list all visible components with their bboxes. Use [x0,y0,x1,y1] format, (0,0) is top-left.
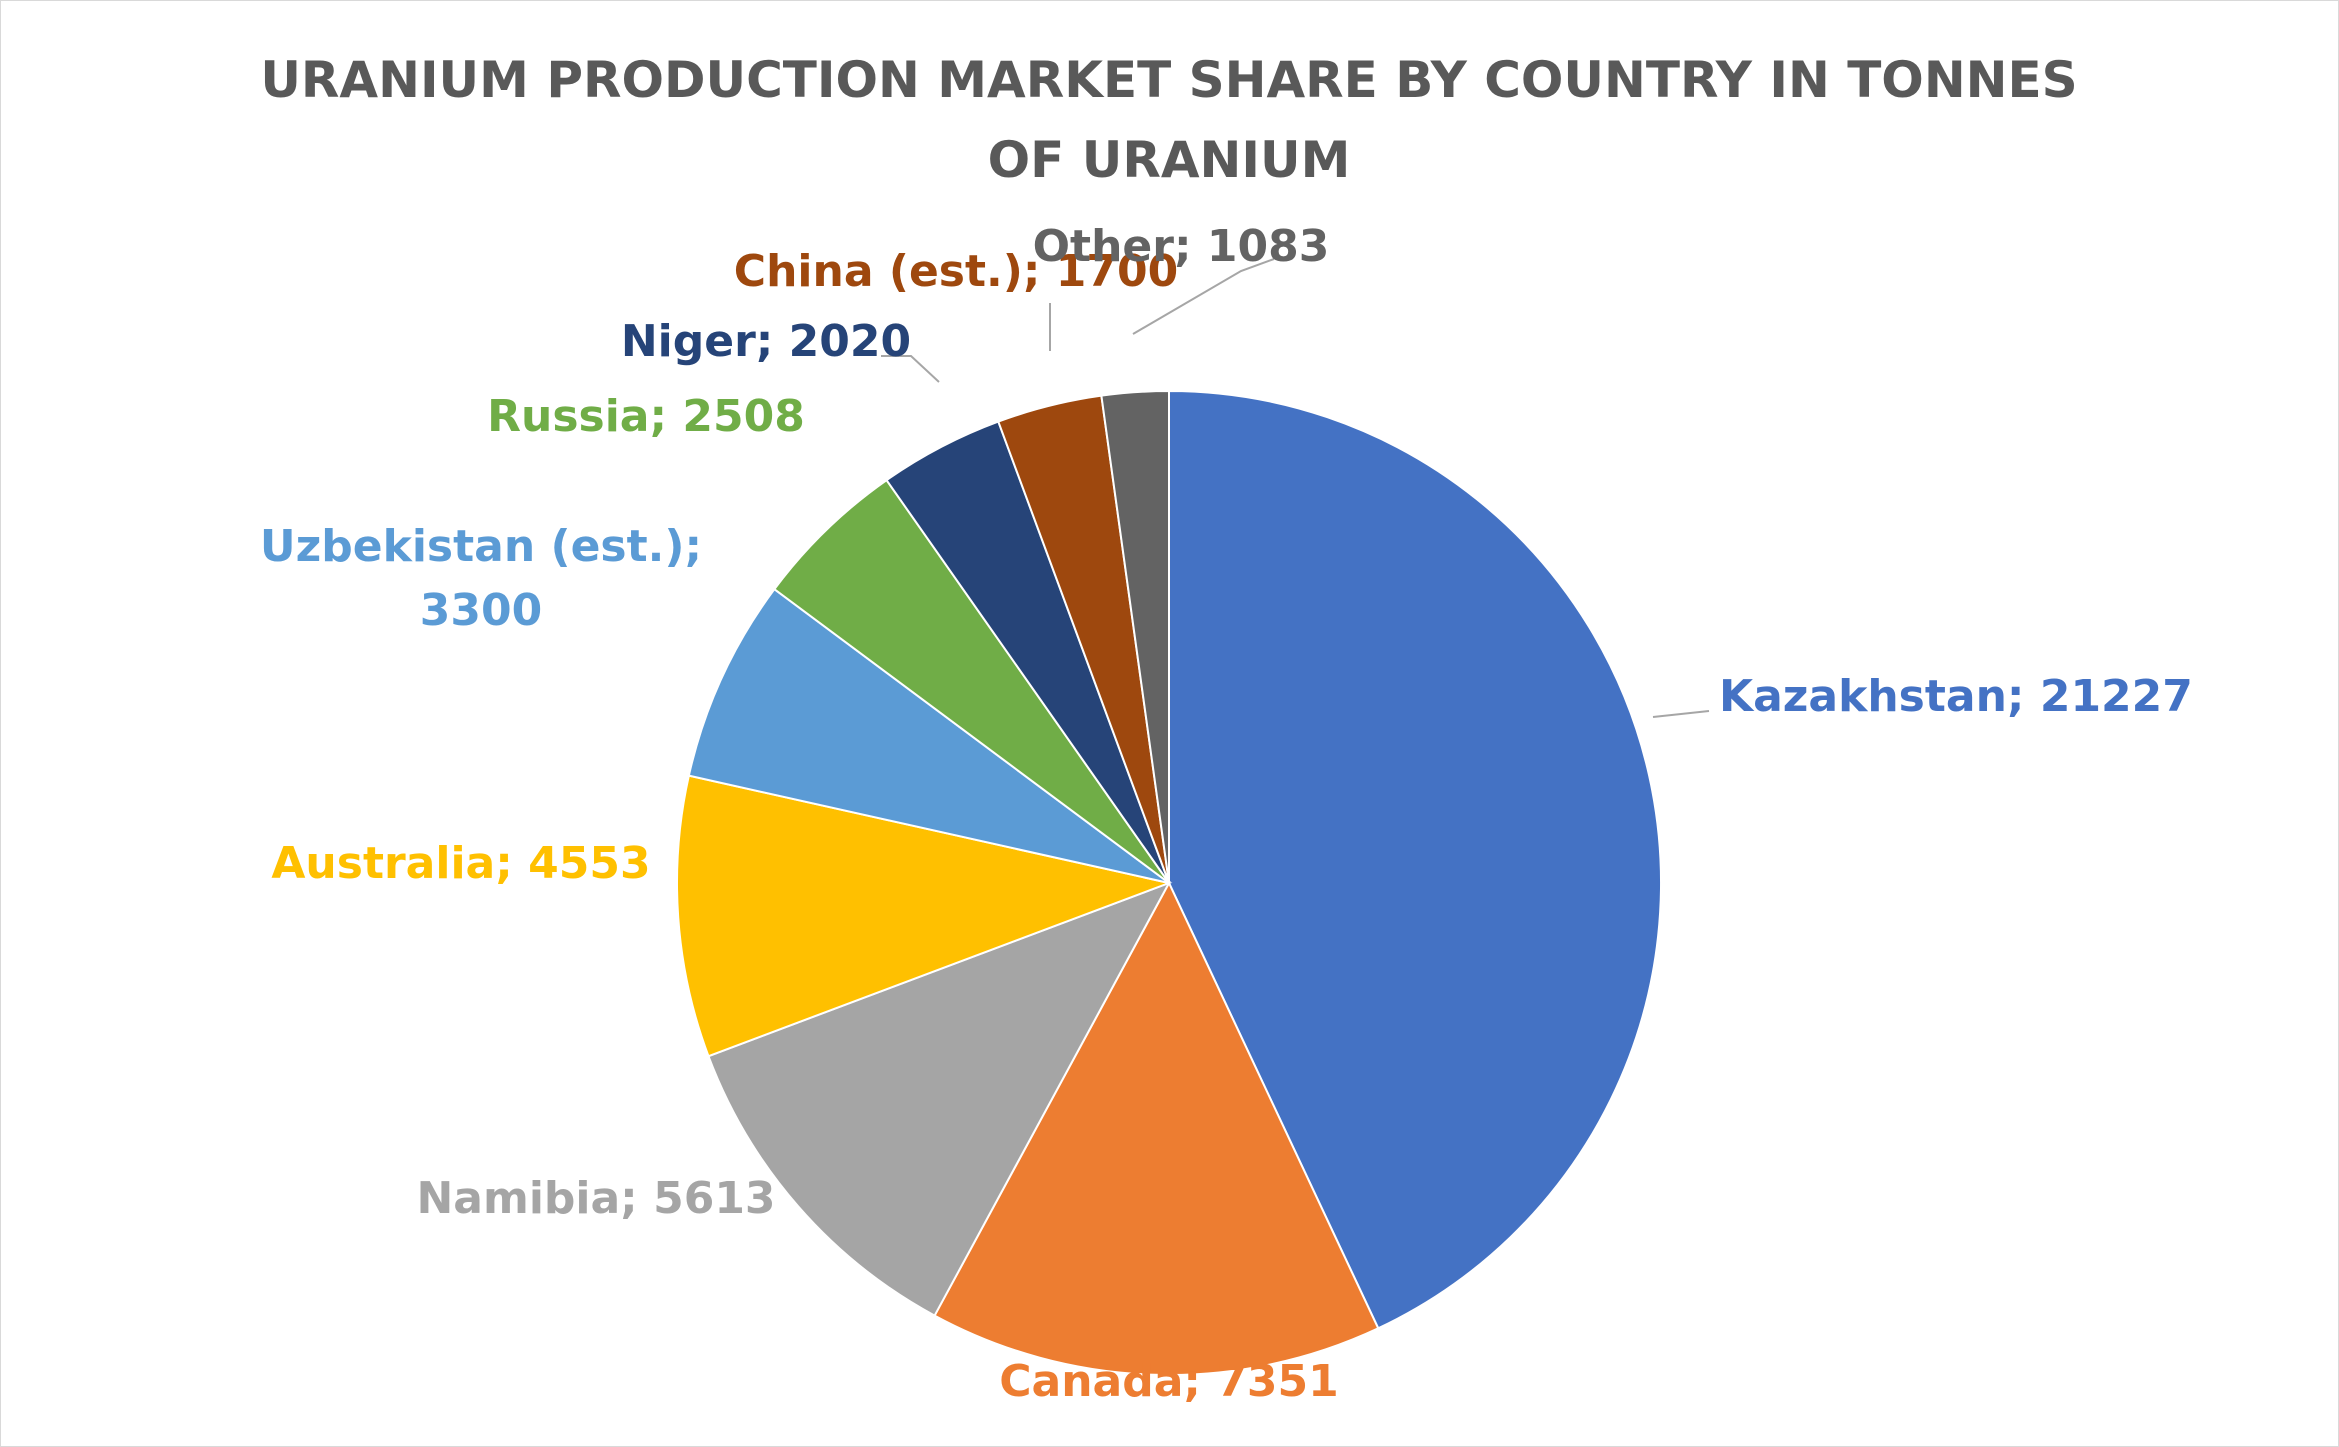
data-label-australia: Australia; 4553 [271,838,650,889]
data-label-uzbekistan-est-line-1: Uzbekistan (est.); [260,521,702,572]
data-label-niger: Niger; 2020 [621,316,911,367]
data-label-kazakhstan: Kazakhstan; 21227 [1719,671,2193,722]
data-label-canada: Canada; 7351 [999,1356,1339,1407]
chart-title-line-1: URANIUM PRODUCTION MARKET SHARE BY COUNT… [260,51,2077,109]
pie-slice-namibia [707,881,1172,1317]
chart-title-line-2: OF URANIUM [988,131,1351,189]
pie-slice-kazakhstan [1168,389,1662,1330]
data-label-namibia: Namibia; 5613 [416,1173,775,1224]
pie-slice-australia [676,774,1173,1058]
leader-lines [881,258,1710,718]
data-label-uzbekistan-est-line-2: 3300 [420,585,542,636]
pie-slice-other [1100,389,1170,884]
pie-slice-russia [772,478,1170,884]
data-label-other: Other; 1083 [1033,221,1330,272]
pie-slices [676,389,1662,1376]
data-label-russia: Russia; 2508 [487,391,805,442]
pie-slice-canada [933,880,1380,1376]
data-label-china-est: China (est.); 1700 [734,246,1178,297]
leader-line-niger [881,355,940,383]
data-labels: Kazakhstan; 21227 Canada; 7351 Namibia; 56… [260,221,2193,1407]
leader-line-other [1132,258,1275,335]
leader-line-kazakhstan [1652,710,1710,718]
pie-slice-uzbekistan-est [687,587,1170,884]
